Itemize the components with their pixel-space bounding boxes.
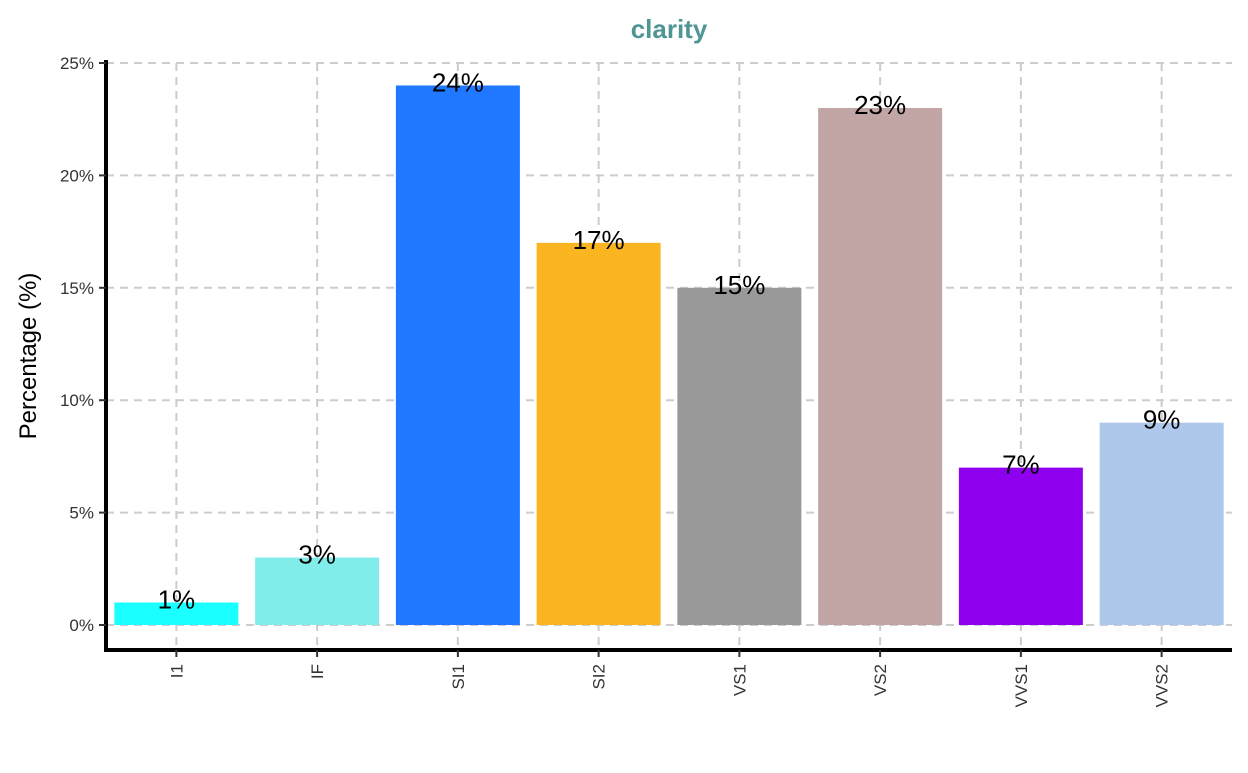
data-label: 7% — [1002, 450, 1040, 480]
bars — [114, 85, 1224, 626]
bar-vvs2 — [1099, 422, 1224, 625]
y-tick-label: 10% — [60, 391, 94, 410]
x-tick-label: SI2 — [590, 664, 609, 690]
data-label: 24% — [432, 67, 484, 97]
bar-si1 — [395, 85, 520, 626]
axes — [104, 60, 1232, 652]
bar-vvs1 — [958, 467, 1083, 625]
bar-si2 — [536, 242, 661, 625]
x-tick-label: VVS2 — [1153, 664, 1172, 707]
y-tick-label: 20% — [60, 166, 94, 185]
x-ticks: I1 IF SI1 SI2 VS1 VS2 VVS1 VVS2 — [167, 650, 1172, 707]
data-label: 1% — [158, 585, 196, 615]
y-ticks: 0% 5% 10% 15% 20% 25% — [60, 54, 106, 635]
bar-vs2 — [818, 107, 943, 625]
y-axis-label: Percentage (%) — [15, 273, 42, 440]
y-tick-label: 15% — [60, 279, 94, 298]
y-tick-label: 25% — [60, 54, 94, 73]
data-label: 23% — [854, 90, 906, 120]
x-tick-label: I1 — [167, 664, 186, 678]
chart-title: clarity — [631, 14, 708, 44]
bar-if — [255, 557, 380, 625]
y-tick-label: 0% — [69, 616, 94, 635]
data-labels: 1% 3% 24% 17% 15% 23% 7% 9% — [158, 67, 1181, 614]
y-tick-label: 5% — [69, 504, 94, 523]
data-label: 17% — [573, 225, 625, 255]
data-label: 9% — [1143, 405, 1181, 435]
x-tick-label: VS1 — [730, 664, 749, 696]
x-tick-label: VVS1 — [1012, 664, 1031, 707]
data-label: 3% — [298, 540, 336, 570]
x-tick-label: SI1 — [449, 664, 468, 690]
data-label: 15% — [713, 270, 765, 300]
bar-vs1 — [677, 287, 802, 625]
bar-i1 — [114, 602, 239, 625]
x-tick-label: IF — [308, 664, 327, 679]
x-tick-label: VS2 — [871, 664, 890, 696]
